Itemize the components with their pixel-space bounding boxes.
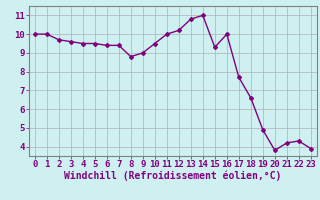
X-axis label: Windchill (Refroidissement éolien,°C): Windchill (Refroidissement éolien,°C): [64, 171, 282, 181]
